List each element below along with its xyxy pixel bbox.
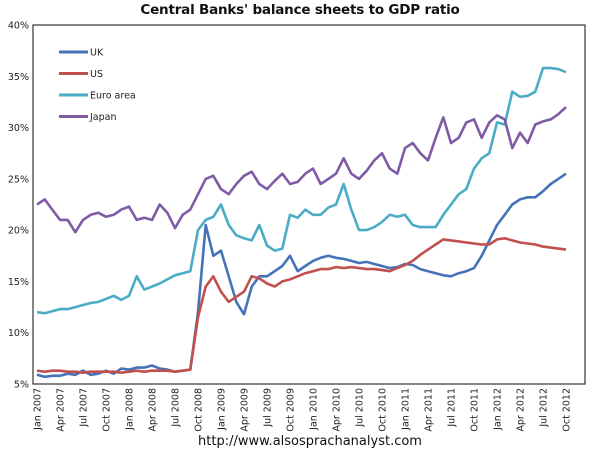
series-line-euro-area	[36, 66, 567, 315]
x-tick-label: Jan 2008	[125, 388, 136, 431]
x-axis-ticks: Jan 2007 Apr 2007 Jul 2007 Oct 2007 Jan 2008…	[33, 388, 573, 432]
x-tick-label: Oct 2008	[194, 388, 205, 432]
plot-area-border	[32, 24, 586, 385]
x-tick-label: Jan 2009	[217, 388, 228, 431]
x-tick-label: Oct 2007	[102, 388, 113, 432]
y-tick-label: 5%	[14, 380, 29, 391]
y-tick-label: 15%	[8, 277, 29, 288]
x-tick-label: Oct 2009	[286, 388, 297, 432]
legend-label: Euro area	[90, 91, 136, 102]
series-lines	[36, 66, 567, 379]
x-tick-label: Apr 2009	[240, 388, 251, 432]
source-url: http://www.alsosprachanalyst.com	[198, 434, 422, 449]
y-tick-label: 10%	[8, 328, 29, 339]
y-tick-label: 40%	[8, 21, 29, 32]
x-tick-label: Jan 2011	[401, 388, 412, 431]
y-tick-label: 30%	[8, 123, 29, 134]
series-line-uk	[36, 172, 567, 379]
x-tick-label: Apr 2011	[424, 388, 435, 432]
y-tick-label: 25%	[8, 174, 29, 185]
x-tick-label: Jan 2012	[493, 388, 504, 431]
legend-label: Japan	[89, 112, 117, 123]
series-line-us	[36, 237, 567, 375]
x-tick-label: Jul 2012	[539, 388, 550, 428]
x-tick-label: Apr 2012	[516, 388, 527, 432]
x-tick-label: Jul 2007	[79, 388, 90, 428]
legend: UK US Euro area Japan	[59, 48, 136, 123]
x-tick-label: Oct 2011	[470, 388, 481, 432]
x-tick-label: Apr 2008	[148, 388, 159, 432]
y-tick-label: 20%	[8, 226, 29, 237]
y-axis-ticks: 5% 10% 15% 20% 25% 30% 35% 40%	[8, 21, 29, 391]
x-tick-label: Jul 2008	[171, 388, 182, 428]
x-tick-label: Jan 2007	[33, 388, 44, 431]
x-tick-label: Oct 2010	[378, 388, 389, 432]
x-tick-label: Jan 2010	[309, 388, 320, 431]
x-tick-label: Jul 2010	[355, 388, 366, 428]
y-tick-label: 35%	[8, 72, 29, 83]
legend-label: US	[90, 69, 103, 80]
series-line-japan	[36, 106, 567, 234]
x-tick-label: Oct 2012	[562, 388, 573, 432]
x-tick-label: Apr 2010	[332, 388, 343, 432]
x-tick-label: Jul 2011	[447, 388, 458, 428]
x-tick-label: Apr 2007	[56, 388, 67, 432]
x-tick-label: Jul 2009	[263, 388, 274, 428]
legend-label: UK	[90, 48, 104, 59]
chart-title: Central Banks' balance sheets to GDP rat…	[140, 2, 460, 18]
